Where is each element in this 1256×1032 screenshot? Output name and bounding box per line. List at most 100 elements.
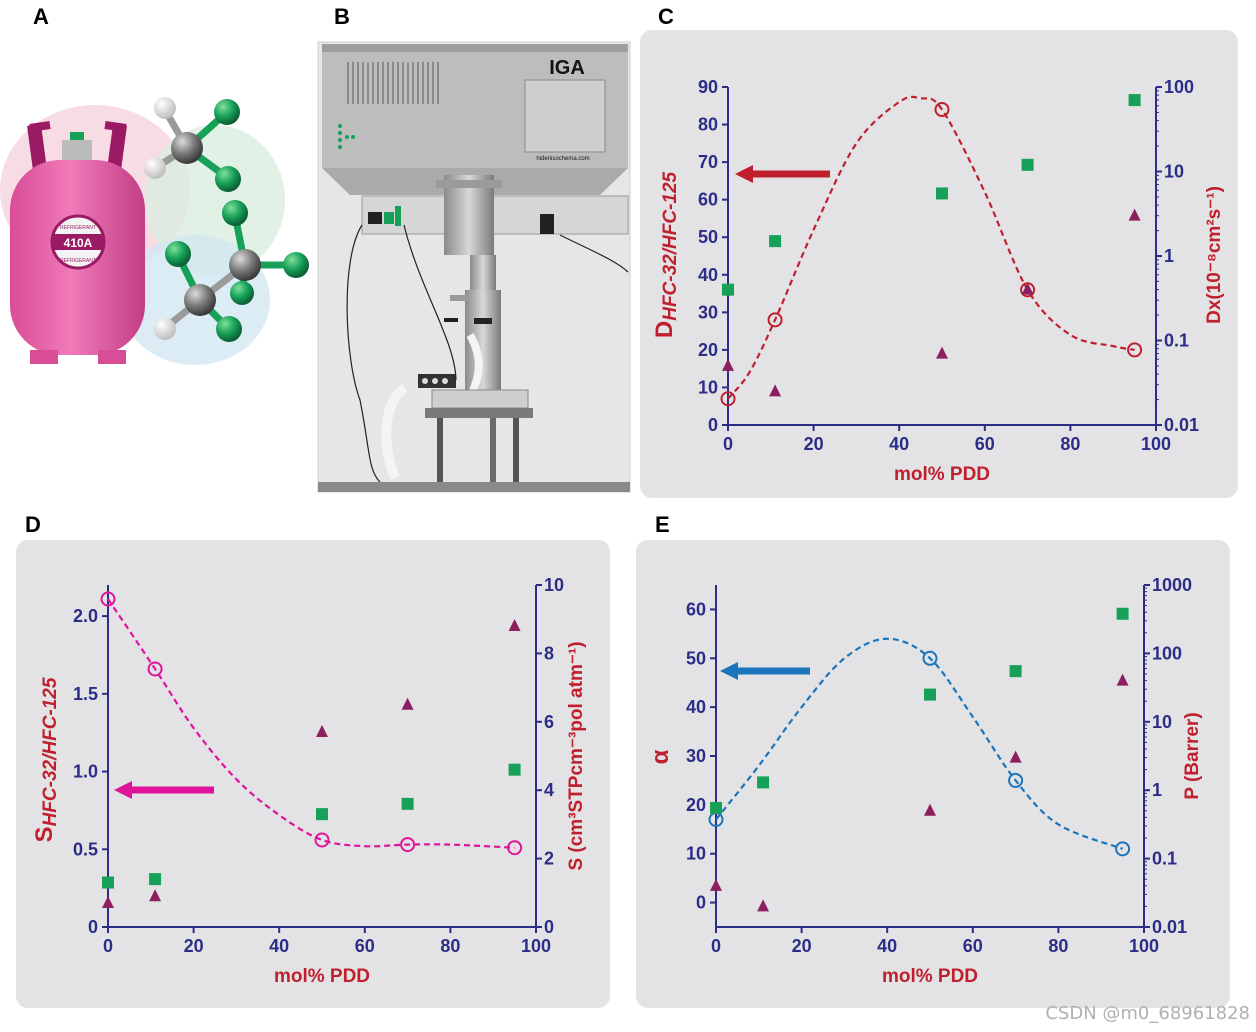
data-point-square <box>316 808 328 821</box>
left-axis-title-sub: HFC-32/HFC-125 <box>40 677 61 826</box>
data-point-triangle <box>1128 208 1141 221</box>
right-tick-label: 1 <box>1164 246 1174 266</box>
data-point-triangle <box>102 896 114 909</box>
data-point-square <box>401 797 414 810</box>
chart-e: 0 20 40 60 80 100 mol% PDD 0 10 20 30 40 50 60 0.01 0.1… <box>647 575 1203 987</box>
left-tick-label: 1.0 <box>73 762 98 782</box>
x-tick-label: 0 <box>103 936 113 956</box>
data-point-square <box>508 763 521 776</box>
instrument-website: hidenisochema.com <box>536 156 589 162</box>
left-axis-title-sub: HFC-32/HFC-125 <box>660 171 681 320</box>
right-tick-label: 10 <box>544 575 564 595</box>
left-tick-label: 1.5 <box>73 684 98 704</box>
data-point-triangle <box>149 889 162 902</box>
floor <box>318 482 630 492</box>
panel-a-illustration: 410A REFRIGERANT REFRIGERANT <box>0 97 309 365</box>
right-tick-label: 0 <box>544 917 554 937</box>
data-point-square <box>769 235 782 248</box>
data-point-triangle <box>1021 282 1034 295</box>
data-point-circle <box>100 591 116 607</box>
fit-curve <box>715 637 1123 850</box>
right-axis-title: Dx(10⁻⁸cm²s⁻¹) <box>1204 186 1225 324</box>
left-tick-label: 80 <box>698 115 718 135</box>
right-tick-label: 2 <box>544 849 554 869</box>
data-point-circle <box>767 312 783 328</box>
left-axis-title: DHFC-32/HFC-125 <box>651 171 681 338</box>
left-tick-label: 90 <box>698 77 718 97</box>
x-tick-label: 40 <box>889 434 909 454</box>
x-axis-title: mol% PDD <box>894 464 990 485</box>
right-tick-label: 8 <box>544 643 554 663</box>
left-axis-title-main: D <box>651 321 678 338</box>
left-tick-label: 0.5 <box>73 839 98 859</box>
left-tick-label: 50 <box>686 648 706 668</box>
data-point-triangle <box>401 697 414 710</box>
cylinder-band-top: REFRIGERANT <box>60 225 96 231</box>
right-axis-title: P (Barrer) <box>1182 712 1203 799</box>
data-point-triangle <box>757 899 770 912</box>
left-tick-label: 20 <box>686 795 706 815</box>
x-tick-label: 60 <box>975 434 995 454</box>
x-tick-label: 100 <box>521 936 551 956</box>
vent-grille <box>347 62 439 104</box>
left-tick-label: 0 <box>696 893 706 913</box>
x-axis-title: mol% PDD <box>274 966 370 987</box>
left-tick-label: 30 <box>686 746 706 766</box>
refrigerant-cylinder: 410A REFRIGERANT REFRIGERANT <box>10 121 145 364</box>
molecule-hfc32 <box>144 97 241 192</box>
data-point-triangle <box>710 878 722 891</box>
data-point-triangle <box>769 384 782 397</box>
right-tick-label: 100 <box>1152 643 1182 663</box>
data-point-circle <box>922 650 938 666</box>
data-point-circle <box>507 840 523 856</box>
right-tick-label: 0.01 <box>1164 415 1199 435</box>
watermark: CSDN @m0_68961828 <box>1045 1003 1250 1024</box>
left-tick-label: 0 <box>708 415 718 435</box>
x-tick-label: 0 <box>711 936 721 956</box>
fit-curve <box>107 598 515 849</box>
left-axis-title-main: S <box>31 826 58 842</box>
valve-cluster <box>418 374 456 388</box>
data-point-triangle <box>722 358 734 371</box>
data-point-circle <box>1008 772 1024 788</box>
chart-c: 0 20 40 60 80 100 mol% PDD 0 10 20 30 40 50 60 70 80 90 0… <box>651 77 1225 485</box>
data-point-circle <box>1127 342 1143 358</box>
x-tick-label: 100 <box>1141 434 1171 454</box>
data-point-triangle <box>1116 673 1129 686</box>
molecule-hfc125 <box>154 200 309 342</box>
right-tick-label: 0.1 <box>1164 331 1189 351</box>
data-point-triangle <box>936 346 948 359</box>
data-point-triangle <box>316 725 328 738</box>
cylinder-label: 410A <box>64 236 93 250</box>
panel-e-background <box>636 540 1230 1008</box>
right-tick-label: 0.01 <box>1152 917 1187 937</box>
pointer-arrow-head <box>114 781 132 799</box>
x-axis-title: mol% PDD <box>882 966 978 987</box>
right-tick-label: 100 <box>1164 77 1194 97</box>
data-point-square <box>1009 665 1022 678</box>
data-point-circle <box>400 837 416 853</box>
panel-label-b: B <box>334 4 350 29</box>
x-tick-label: 100 <box>1129 936 1159 956</box>
x-tick-label: 40 <box>269 936 289 956</box>
cylinder-band-bottom: REFRIGERANT <box>60 258 96 264</box>
panel-label-e: E <box>655 512 670 537</box>
left-axis-title: α <box>647 749 674 764</box>
left-tick-label: 50 <box>698 227 718 247</box>
x-tick-label: 60 <box>355 936 375 956</box>
data-point-square <box>757 776 770 789</box>
right-tick-label: 6 <box>544 712 554 732</box>
data-point-circle <box>314 832 330 848</box>
left-tick-label: 30 <box>698 302 718 322</box>
data-point-square <box>102 876 114 889</box>
data-point-square <box>1128 94 1141 107</box>
data-point-triangle <box>508 619 521 632</box>
panel-b-illustration: IGA hidenisochema.com <box>317 41 631 493</box>
right-tick-label: 1000 <box>1152 575 1192 595</box>
data-point-square <box>936 187 948 200</box>
data-point-square <box>710 801 722 814</box>
data-point-square <box>149 873 162 886</box>
left-tick-label: 60 <box>686 599 706 619</box>
panel-label-a: A <box>33 4 49 29</box>
